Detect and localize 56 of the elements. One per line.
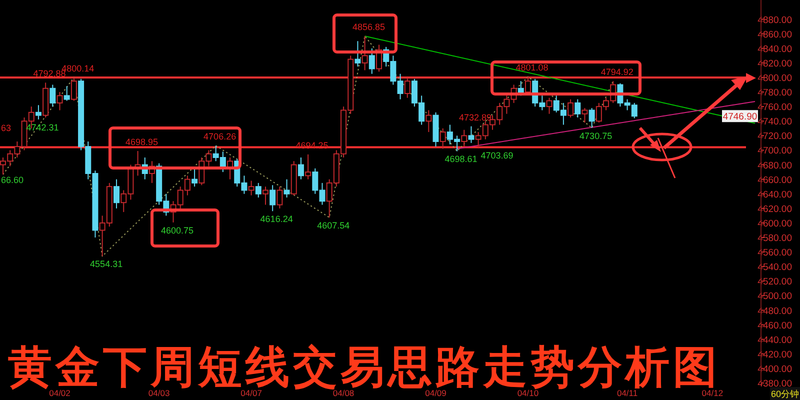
candlestick	[440, 128, 446, 150]
x-tick-label: 04/09	[425, 388, 447, 398]
candlestick	[56, 92, 63, 111]
x-tick-label: 04/12	[702, 388, 724, 398]
candlestick	[574, 98, 581, 118]
candlestick	[255, 182, 262, 198]
text: 60分钟	[770, 389, 800, 399]
candlestick	[262, 186, 268, 206]
candlestick	[192, 168, 198, 188]
x-tick-label: 04/10	[517, 388, 539, 398]
candlestick	[276, 186, 283, 209]
candlestick	[524, 76, 531, 94]
candlestick	[362, 36, 368, 71]
candlestick	[461, 129, 468, 148]
x-tick-label: 04/08	[332, 388, 354, 398]
candlestick	[546, 97, 552, 114]
candlestick	[284, 178, 290, 198]
x-tick-label: 04/03	[148, 388, 170, 398]
annotation: 63	[1, 123, 12, 133]
annotation: 4703.69	[480, 150, 514, 161]
candlestick	[404, 76, 410, 98]
candlestick	[354, 40, 361, 68]
annotation: 4616.24	[260, 214, 293, 224]
annotation: 4554.31	[90, 259, 123, 270]
candlestick	[426, 110, 432, 133]
annotation: 4746.90	[722, 112, 758, 123]
annotation: 4600.75	[160, 225, 194, 236]
annotation: 4698.95	[126, 136, 158, 147]
annotation: 4607.54	[317, 220, 350, 230]
candlestick	[305, 154, 312, 180]
candlestick	[582, 108, 588, 124]
candlestick	[114, 178, 120, 209]
y-tick-label: 4380.00	[758, 378, 792, 390]
annotation: 4698.61	[444, 154, 478, 164]
candlestick	[588, 108, 595, 128]
candlestick	[468, 126, 474, 144]
candlestick	[35, 104, 42, 120]
annotation: 4801.08	[516, 62, 548, 73]
candlestick	[298, 156, 304, 180]
candlestick	[568, 98, 574, 118]
candlestick	[70, 76, 77, 102]
candlestick	[368, 48, 375, 74]
x-tick-label: 04/02	[49, 388, 71, 398]
candlestick	[270, 184, 276, 212]
annotation: 4730.75	[580, 130, 612, 141]
annotation: 4794.92	[600, 67, 634, 78]
annotation: 66.60	[1, 175, 24, 185]
candlestick	[248, 180, 254, 196]
x-tick-label: 04/07	[240, 388, 262, 398]
annotation: 4856.85	[352, 22, 386, 32]
candlestick	[64, 86, 70, 102]
annotation: 4706.26	[204, 132, 236, 142]
x-tick-label: 04/11	[616, 388, 638, 398]
candlestick	[50, 84, 56, 108]
annotation: 4800.14	[62, 63, 94, 74]
annotation: 4732.89	[458, 112, 492, 122]
